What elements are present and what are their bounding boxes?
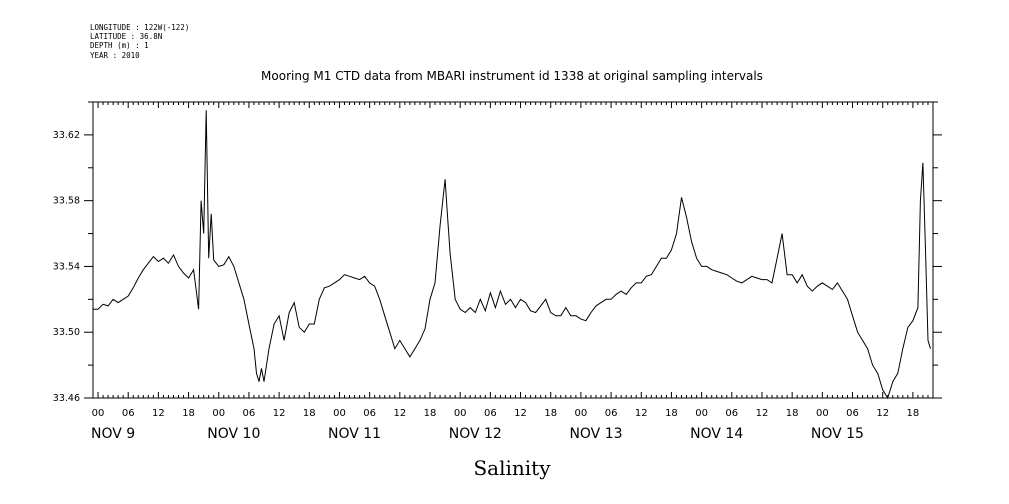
x-tick-label: 06 (363, 408, 376, 419)
x-tick-label: 12 (756, 408, 769, 419)
x-tick-label: 00 (695, 408, 708, 419)
plot-frame (92, 101, 934, 399)
x-tick-label: 06 (605, 408, 618, 419)
y-tick-label: 33.62 (53, 130, 80, 141)
x-tick-label: 18 (303, 408, 316, 419)
x-axis-label: Salinity (473, 456, 551, 480)
axes: 00 06 12 18 NOV 9 00 06 12 18 NOV 10 00 06 12 18 NOV 1… (53, 101, 942, 442)
x-day-label: NOV 9 (91, 426, 135, 442)
salinity-series-line (93, 110, 931, 400)
x-tick-label: 12 (273, 408, 286, 419)
meta-longitude: LONGITUDE : 122W(-122) (90, 23, 189, 32)
x-tick-label: 12 (393, 408, 406, 419)
x-day-label: NOV 12 (449, 426, 502, 442)
x-tick-label: 18 (182, 408, 195, 419)
y-tick-label: 33.54 (53, 261, 80, 272)
x-tick-label: 00 (92, 408, 105, 419)
x-tick-label: 12 (635, 408, 648, 419)
x-tick-label: 00 (454, 408, 467, 419)
x-tick-label: 12 (152, 408, 165, 419)
x-tick-label: 18 (665, 408, 678, 419)
x-tick-label: 06 (725, 408, 738, 419)
meta-depth: DEPTH (m) : 1 (90, 41, 149, 50)
x-tick-label: 00 (212, 408, 225, 419)
x-day-label: NOV 15 (811, 426, 864, 442)
y-tick-label: 33.46 (53, 393, 80, 404)
x-tick-label: 06 (484, 408, 497, 419)
x-tick-label: 00 (575, 408, 588, 419)
x-day-label: NOV 10 (207, 426, 260, 442)
x-tick-label: 06 (846, 408, 859, 419)
x-tick-label: 06 (243, 408, 256, 419)
y-tick-label: 33.50 (53, 327, 80, 338)
x-tick-label: 06 (122, 408, 135, 419)
x-tick-label: 18 (907, 408, 920, 419)
meta-latitude: LATITUDE : 36.8N (90, 32, 162, 41)
y-tick-label: 33.58 (53, 196, 80, 207)
x-tick-label: 12 (514, 408, 527, 419)
x-tick-label: 00 (333, 408, 346, 419)
x-day-label: NOV 13 (569, 426, 622, 442)
x-day-label: NOV 14 (690, 426, 743, 442)
x-tick-label: 12 (876, 408, 889, 419)
x-tick-label: 18 (424, 408, 437, 419)
chart-title: Mooring M1 CTD data from MBARI instrumen… (261, 69, 763, 83)
meta-year: YEAR : 2010 (90, 51, 140, 60)
metadata-block: LONGITUDE : 122W(-122) LATITUDE : 36.8N … (90, 23, 189, 60)
x-day-label: NOV 11 (328, 426, 381, 442)
x-tick-label: 18 (544, 408, 557, 419)
x-tick-label: 00 (816, 408, 829, 419)
x-tick-label: 18 (786, 408, 799, 419)
